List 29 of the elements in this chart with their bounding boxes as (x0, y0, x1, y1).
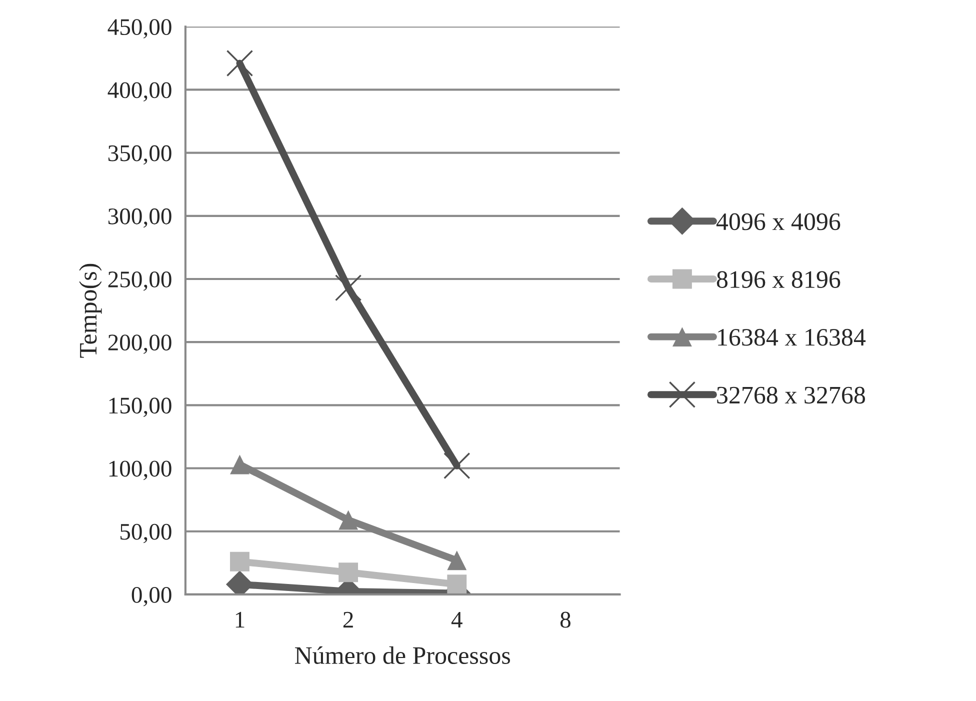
y-tick-label: 350,00 (108, 145, 172, 165)
y-tick-label: 50,00 (120, 524, 172, 544)
point (230, 454, 250, 474)
point (338, 510, 358, 530)
legend-label: 8196 x 8196 (716, 271, 840, 288)
point (444, 452, 470, 480)
y-axis-title: Tempo(s) (79, 264, 102, 358)
y-tick-label: 300,00 (108, 208, 172, 228)
legend-label: 4096 x 4096 (716, 213, 840, 230)
y-tick-label: 250,00 (108, 271, 172, 291)
legend-label: 32768 x 32768 (717, 386, 865, 404)
y-tick-label: 0,00 (132, 586, 172, 606)
x-tick-label: 2 (343, 612, 353, 628)
point (447, 550, 467, 570)
y-tick-label: 200,00 (108, 334, 172, 354)
y-tick-label: 150,00 (109, 398, 172, 417)
point (230, 552, 250, 572)
x-tick-label: 1 (236, 612, 244, 628)
y-tick-label: 100,00 (109, 460, 172, 480)
x-tick-label: 8 (560, 612, 570, 628)
y-tick-label: 400,00 (108, 82, 172, 102)
point (447, 574, 467, 594)
point (226, 50, 254, 77)
y-tick-label: 450,00 (108, 19, 172, 38)
legend-label: 16384 x 16384 (718, 328, 866, 346)
x-axis-title: Número de Processos (295, 646, 510, 664)
x-tick-label: 4 (451, 612, 462, 628)
point (334, 274, 362, 302)
point (338, 562, 358, 582)
